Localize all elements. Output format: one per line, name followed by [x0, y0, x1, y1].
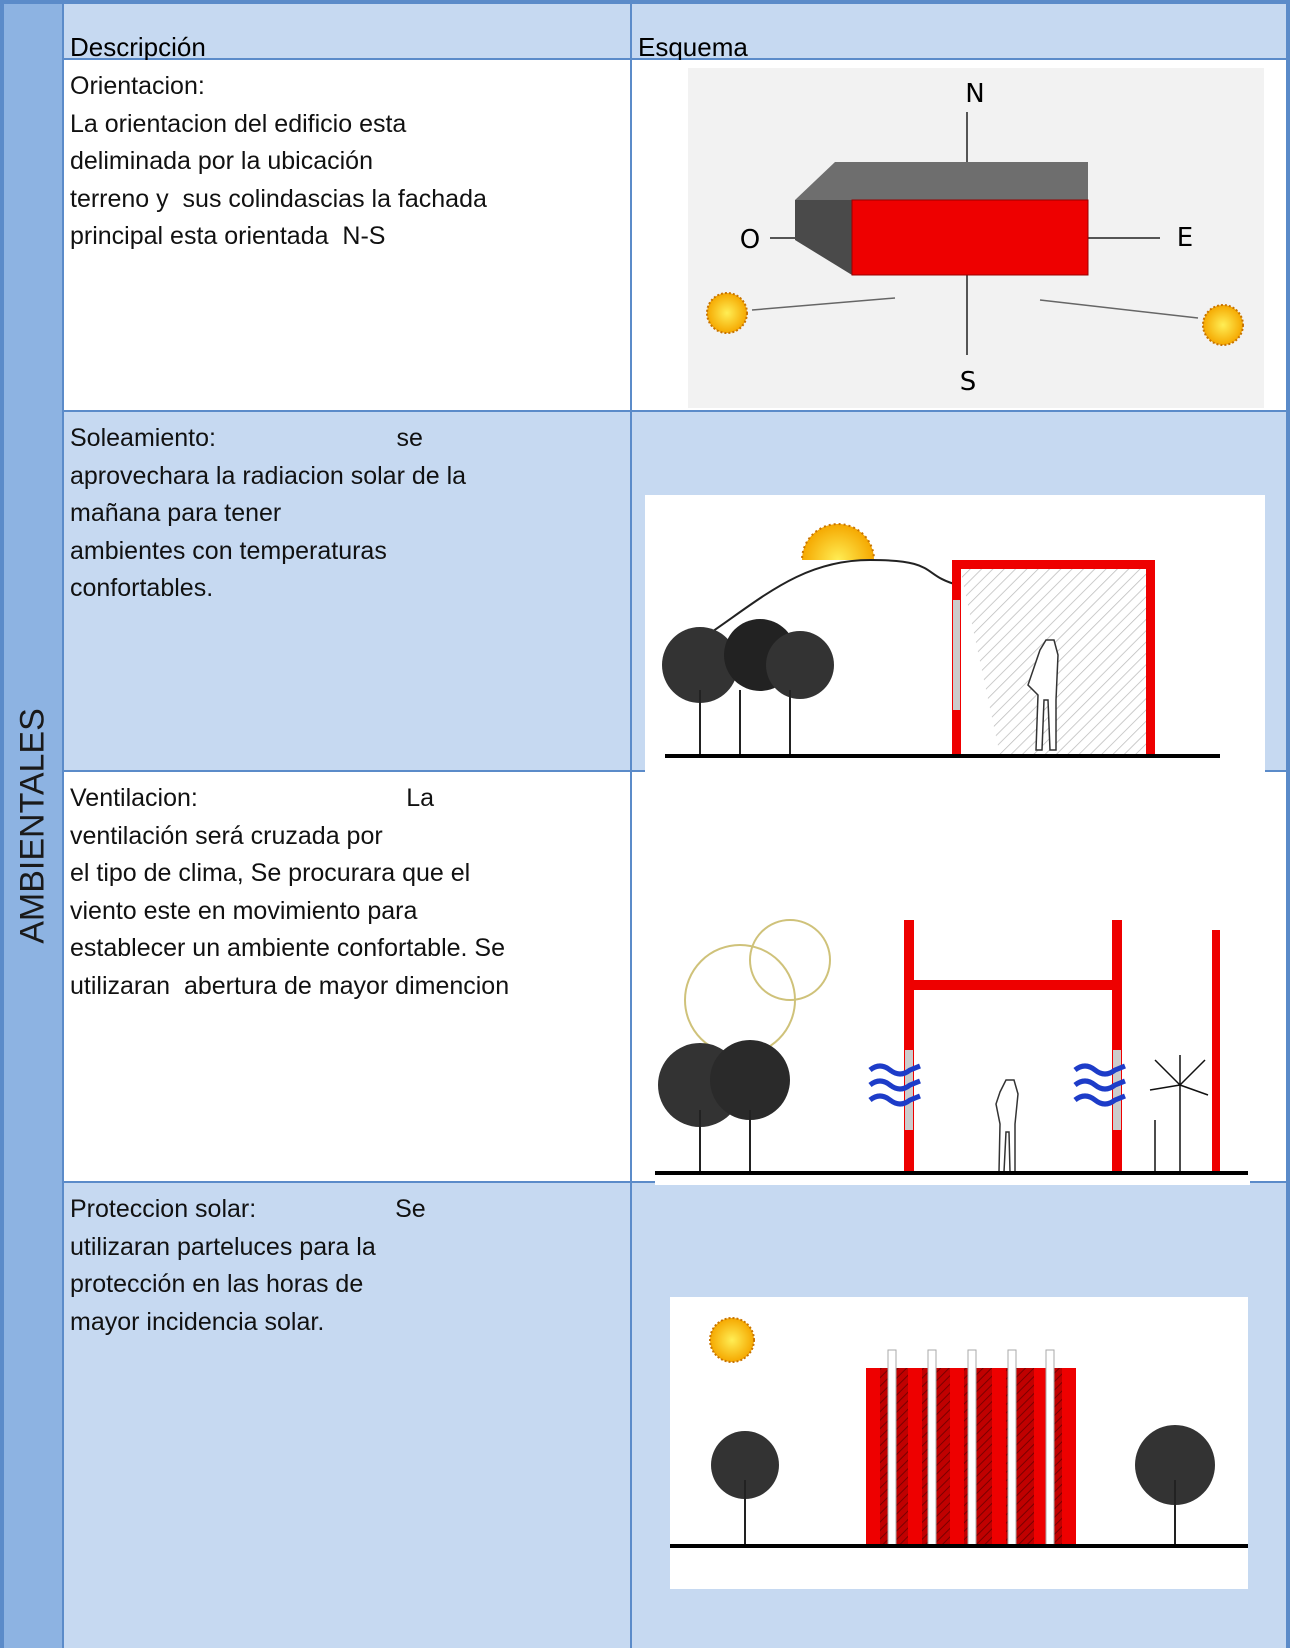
row-text-line: utilizaran abertura de mayor dimencion [70, 971, 510, 1000]
side-label: AMBIENTALES [13, 708, 52, 944]
row-text-line: protección en las horas de [70, 1270, 364, 1298]
header-scheme: Esquema [632, 4, 1286, 62]
row-scheme [632, 412, 1286, 770]
row-text-line: viento este en movimiento para [70, 896, 418, 925]
row-text-line: utilizaran parteluces para la [70, 1232, 376, 1261]
row-scheme [632, 60, 1286, 410]
row-text-line: ventilación será cruzada por [70, 821, 383, 850]
row-description: Proteccion solar: Se utilizaran parteluce… [64, 1183, 630, 1648]
row-text-line: el tipo de clima, Se procurara que el [70, 859, 471, 887]
row-text-line: establecer un ambiente confortable. Se [70, 934, 505, 962]
row-scheme [632, 772, 1286, 1181]
row-text-line: confortables. [70, 574, 214, 602]
row-text-line: ambientes con temperaturas [70, 536, 387, 565]
side-cell: AMBIENTALES [4, 4, 62, 1648]
row-text-line: La orientacion del edificio esta [70, 109, 407, 138]
row-text-line: terreno y sus colindascias la fachada [70, 184, 487, 213]
row-title: Ventilacion: La [70, 784, 435, 812]
row-text-line: mayor incidencia solar. [70, 1307, 325, 1336]
header-description: Descripción [64, 4, 630, 62]
row-title: Orientacion: [70, 72, 205, 100]
row-title: Soleamiento: se [70, 424, 423, 452]
row-text-line: mañana para tener [70, 499, 282, 527]
row-description: Orientacion: La orientacion del edificio … [64, 60, 630, 410]
row-text-line: aprovechara la radiacion solar de la [70, 461, 467, 490]
row-description: Soleamiento: se aprovechara la radiacion … [64, 412, 630, 770]
row-text-line: principal esta orientada N-S [70, 222, 386, 250]
row-text-line: deliminada por la ubicación [70, 147, 373, 175]
row-description: Ventilacion: La ventilación será cruzada … [64, 772, 630, 1181]
row-scheme [632, 1183, 1286, 1648]
row-title: Proteccion solar: Se [70, 1195, 426, 1223]
